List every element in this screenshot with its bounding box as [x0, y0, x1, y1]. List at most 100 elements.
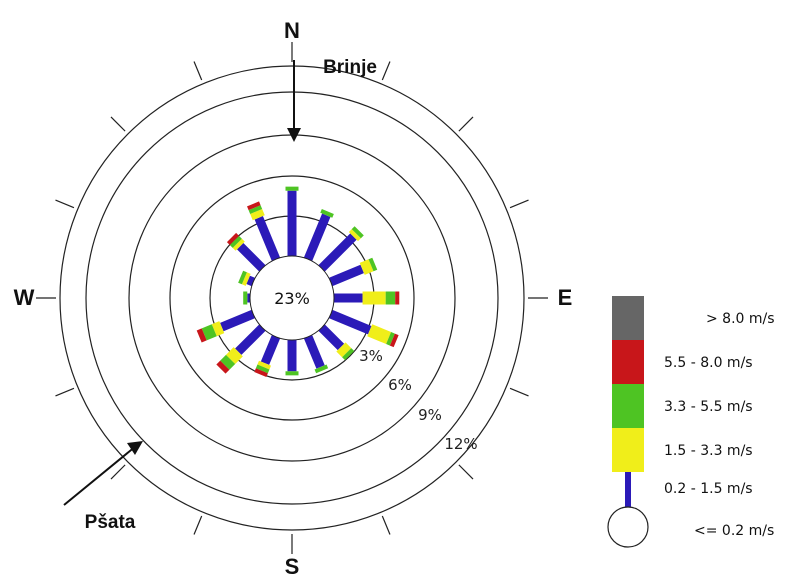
- legend-label-gt8: > 8.0 m/s: [706, 311, 775, 327]
- legend-swatch-3.3-5.5: [612, 384, 644, 428]
- compass-west: W: [14, 285, 35, 310]
- wind-bar-segment: [254, 216, 281, 261]
- wind-bar-segment: [386, 332, 395, 346]
- wind-bar-segment: [287, 340, 297, 372]
- psata-arrowhead: [127, 441, 143, 455]
- ring-12pct: [85, 91, 499, 505]
- wind-bar-N: [285, 186, 299, 256]
- wind-bar-segment: [246, 275, 255, 287]
- wind-bar-S: [285, 340, 299, 376]
- wind-bar-segment: [237, 243, 266, 272]
- brinje-arrowhead: [287, 128, 301, 142]
- wind-bar-segment: [247, 201, 261, 211]
- wind-bar-SW: [216, 324, 266, 374]
- compass-east: E: [558, 285, 573, 310]
- wind-bar-segment: [318, 324, 345, 351]
- wind-bar-segment: [336, 342, 352, 358]
- compass-tick: [458, 116, 474, 132]
- wind-bar-NW: [226, 232, 266, 272]
- wind-bar-segment: [211, 321, 225, 337]
- wind-bars: [196, 186, 400, 377]
- wind-bar-segment: [395, 291, 400, 305]
- wind-bar-segment: [285, 186, 299, 191]
- wind-bar-segment: [216, 360, 230, 374]
- wind-bar-W: [243, 291, 250, 305]
- wind-bar-E: [333, 291, 400, 305]
- wind-bar-segment: [359, 259, 374, 275]
- wind-bar-segment: [260, 335, 281, 365]
- compass-tick: [110, 116, 126, 132]
- wind-bar-NNE: [303, 208, 334, 261]
- wind-bar-ENE: [329, 257, 378, 287]
- wind-bar-segment: [367, 324, 392, 345]
- legend-swatch-gt8: [612, 296, 644, 340]
- wind-bar-SSE: [303, 335, 329, 374]
- wind-bar-NE: [318, 226, 364, 272]
- wind-bar-ESE: [329, 309, 399, 348]
- legend-swatch-calm: [607, 506, 649, 548]
- wind-bar-segment: [385, 291, 396, 305]
- wind-bar-segment: [241, 272, 251, 286]
- psata-arrow: [63, 445, 137, 506]
- legend-label-3.3-5.5: 3.3 - 5.5 m/s: [664, 399, 753, 415]
- compass-south: S: [285, 554, 300, 578]
- wind-bar-segment: [248, 205, 263, 214]
- ring-label-6: 6%: [388, 376, 412, 394]
- wind-bar-segment: [342, 348, 355, 361]
- wind-bar-segment: [229, 235, 242, 248]
- wind-bar-segment: [303, 335, 325, 369]
- ring-label-12: 12%: [444, 435, 477, 453]
- wind-bar-segment: [285, 371, 299, 376]
- wind-bar-segment: [287, 190, 297, 256]
- compass-tick: [193, 61, 203, 81]
- wind-bar-WSW: [196, 309, 255, 343]
- wind-bar-segment: [250, 208, 265, 221]
- compass-tick: [55, 199, 75, 209]
- wind-bar-NNW: [247, 201, 281, 261]
- wind-bar-segment: [320, 208, 334, 218]
- compass-tick: [110, 464, 126, 480]
- wind-bar-segment: [254, 368, 268, 377]
- wind-bar-segment: [225, 347, 243, 365]
- wind-bar-segment: [362, 291, 386, 305]
- wind-bar-segment: [196, 328, 207, 343]
- speed-legend: > 8.0 m/s 5.5 - 8.0 m/s 3.3 - 5.5 m/s 1.…: [607, 296, 775, 548]
- annotation-brinje: Brinje: [323, 57, 377, 78]
- wind-bar-segment: [235, 324, 266, 355]
- wind-bar-segment: [348, 229, 361, 242]
- wind-bar-SE: [318, 324, 355, 361]
- wind-bar-segment: [314, 364, 329, 374]
- wind-bar-segment: [389, 333, 399, 348]
- outer-frame-circle: [59, 65, 525, 531]
- compass-tick: [509, 199, 529, 209]
- calm-label: 23%: [274, 289, 310, 308]
- wind-bar-segment: [318, 233, 357, 272]
- wind-bar-segment: [220, 309, 255, 332]
- calm-circle: [249, 255, 335, 341]
- wind-bar-segment: [243, 291, 248, 305]
- wind-bar-segment: [333, 293, 363, 303]
- ring-6pct: [169, 175, 415, 421]
- compass-north: N: [284, 18, 300, 43]
- wind-bar-segment: [329, 264, 364, 287]
- compass-ticks: [36, 42, 548, 554]
- legend-swatch-5.5-8: [612, 340, 644, 384]
- wind-bar-segment: [351, 226, 364, 239]
- compass-tick: [381, 515, 391, 535]
- ring-label-9: 9%: [418, 406, 442, 424]
- legend-label-5.5-8: 5.5 - 8.0 m/s: [664, 355, 753, 371]
- wind-bar-segment: [226, 232, 240, 246]
- ring-label-3: 3%: [359, 347, 383, 365]
- compass-tick: [193, 515, 203, 535]
- wind-bar-segment: [303, 213, 331, 261]
- compass-tick: [509, 387, 529, 397]
- wind-bar-segment: [238, 270, 247, 285]
- legend-label-calm: <= 0.2 m/s: [694, 523, 774, 539]
- wind-bar-segment: [232, 238, 245, 251]
- legend-swatch-1.5-3.3: [612, 428, 644, 472]
- compass-tick: [381, 61, 391, 81]
- legend-label-0.2-1.5: 0.2 - 1.5 m/s: [664, 481, 753, 497]
- wind-bar-segment: [201, 324, 217, 341]
- wind-bar-segment: [255, 364, 270, 374]
- wind-bar-segment: [247, 293, 250, 303]
